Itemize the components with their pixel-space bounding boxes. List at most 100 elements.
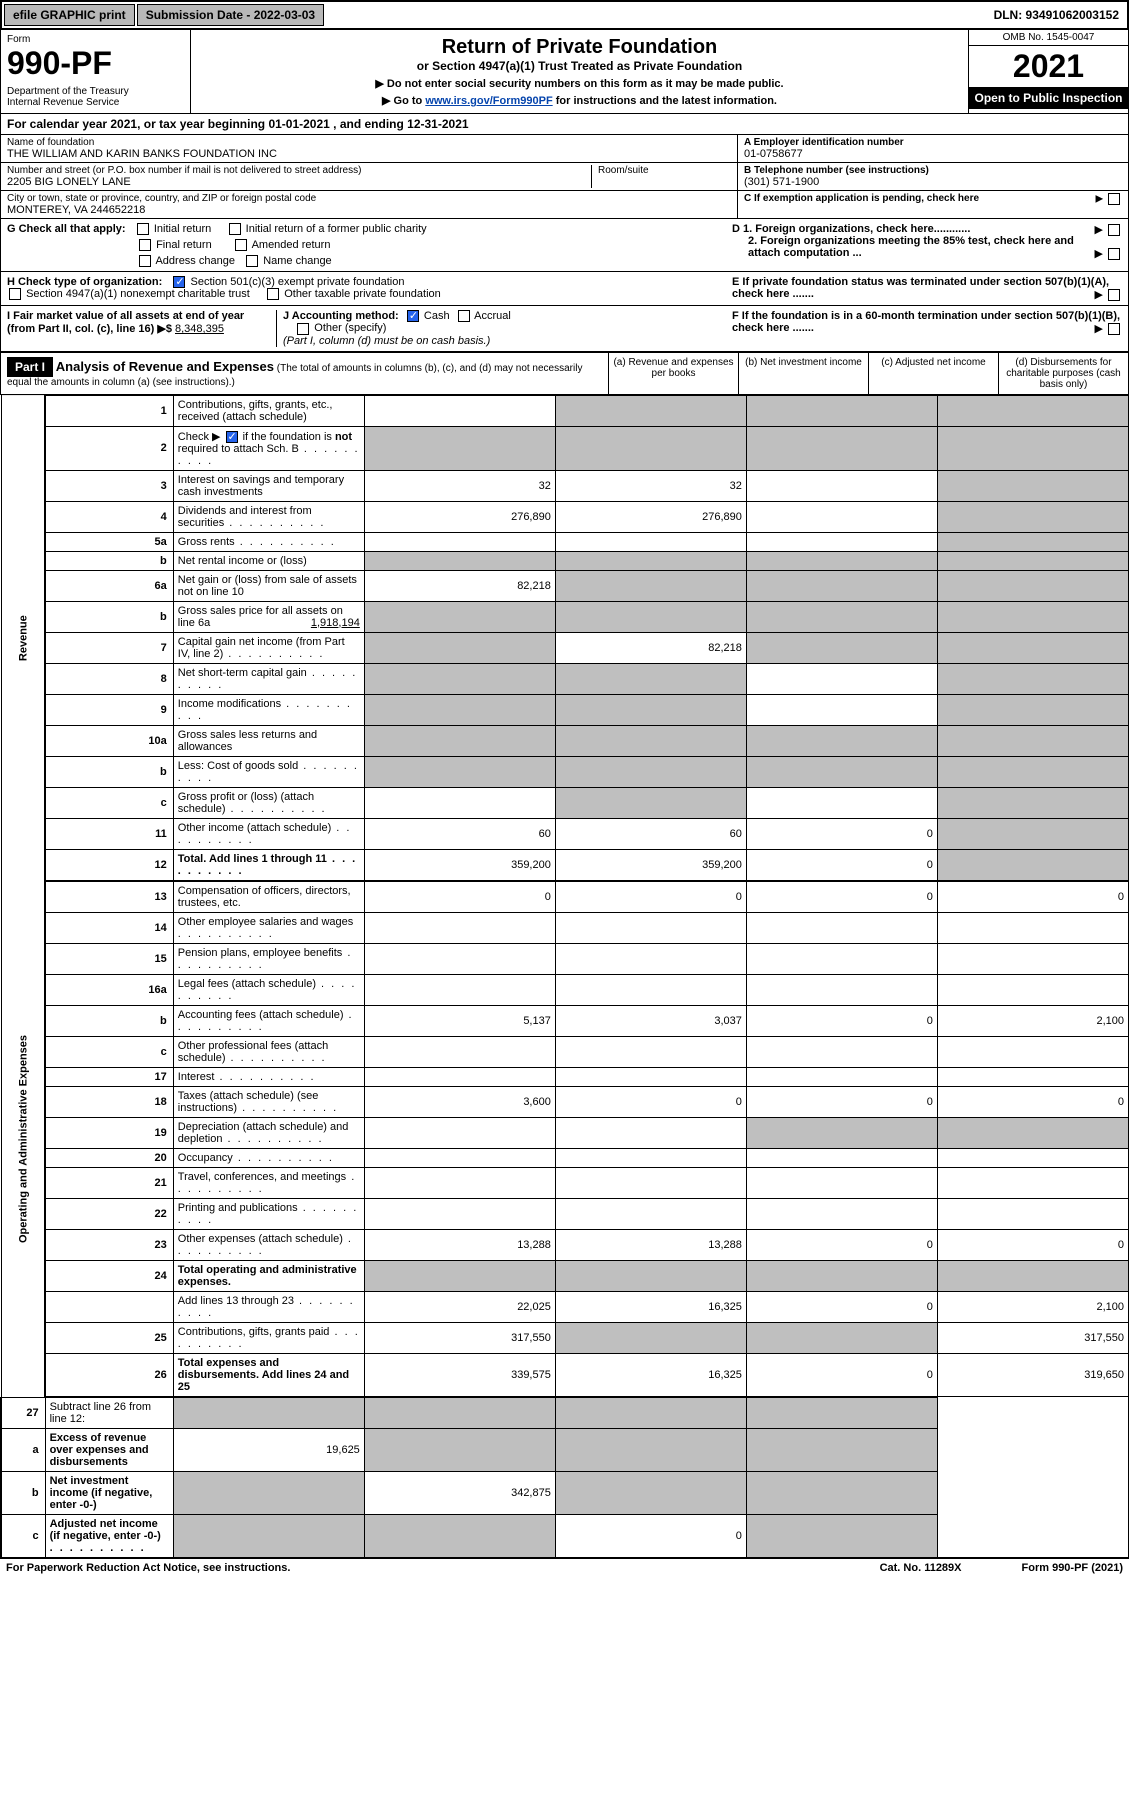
cat-no: Cat. No. 11289X — [880, 1562, 962, 1574]
tax-year: 2021 — [969, 46, 1128, 87]
table-row: 2Check ▶ if the foundation is not requir… — [1, 426, 1129, 470]
city: MONTEREY, VA 244652218 — [7, 204, 731, 216]
check-row-g: G Check all that apply: Initial return I… — [0, 219, 1129, 272]
g-label: G Check all that apply: — [7, 223, 126, 235]
table-row: bAccounting fees (attach schedule)5,1373… — [1, 1005, 1129, 1036]
part1-title: Analysis of Revenue and Expenses — [56, 359, 274, 374]
exemption-checkbox[interactable] — [1108, 193, 1120, 205]
table-row: cOther professional fees (attach schedul… — [1, 1036, 1129, 1067]
table-row: bNet rental income or (loss) — [1, 551, 1129, 570]
address-change-checkbox[interactable] — [139, 255, 151, 267]
table-row: cAdjusted net income (if negative, enter… — [1, 1514, 1129, 1557]
table-row: 9Income modifications — [1, 694, 1129, 725]
501c3-checkbox[interactable] — [173, 276, 185, 288]
info-block: Name of foundation THE WILLIAM AND KARIN… — [0, 135, 1129, 219]
check-row-ijf: I Fair market value of all assets at end… — [0, 306, 1129, 351]
table-row: bNet investment income (if negative, ent… — [1, 1471, 1129, 1514]
name-change-checkbox[interactable] — [246, 255, 258, 267]
table-row: 26Total expenses and disbursements. Add … — [1, 1353, 1129, 1396]
table-row: 8Net short-term capital gain — [1, 663, 1129, 694]
room-suite-cell: Room/suite — [591, 165, 731, 188]
table-row: 22Printing and publications — [1, 1198, 1129, 1229]
foundation-name: THE WILLIAM AND KARIN BANKS FOUNDATION I… — [7, 148, 731, 160]
header-right: OMB No. 1545-0047 2021 Open to Public In… — [968, 30, 1128, 113]
calendar-year-line: For calendar year 2021, or tax year begi… — [0, 114, 1129, 135]
table-row: cGross profit or (loss) (attach schedule… — [1, 787, 1129, 818]
efile-button[interactable]: efile GRAPHIC print — [4, 4, 135, 26]
table-row: 23Other expenses (attach schedule)13,288… — [1, 1229, 1129, 1260]
submission-date: Submission Date - 2022-03-03 — [137, 4, 324, 26]
header-note1: ▶ Do not enter social security numbers o… — [197, 77, 962, 90]
table-row: 5aGross rents — [1, 532, 1129, 551]
table-row: bGross sales price for all assets on lin… — [1, 601, 1129, 632]
table-row: 20Occupancy — [1, 1148, 1129, 1167]
form-number: 990-PF — [7, 45, 184, 82]
expenses-side-label: Operating and Administrative Expenses — [1, 881, 45, 1397]
form-label: Form — [7, 34, 184, 45]
table-row: 16aLegal fees (attach schedule) — [1, 974, 1129, 1005]
other-method-checkbox[interactable] — [297, 323, 309, 335]
d2-checkbox[interactable] — [1108, 248, 1120, 260]
e-checkbox[interactable] — [1108, 289, 1120, 301]
table-row: 17Interest — [1, 1067, 1129, 1086]
initial-former-checkbox[interactable] — [229, 223, 241, 235]
amended-return-checkbox[interactable] — [235, 239, 247, 251]
part1-header: Part I Analysis of Revenue and Expenses … — [0, 352, 1129, 395]
j-label: J Accounting method: — [283, 310, 399, 322]
open-inspection: Open to Public Inspection — [969, 87, 1128, 109]
table-row: 3Interest on savings and temporary cash … — [1, 470, 1129, 501]
table-row: 7Capital gain net income (from Part IV, … — [1, 632, 1129, 663]
h-label: H Check type of organization: — [7, 276, 162, 288]
other-taxable-checkbox[interactable] — [267, 288, 279, 300]
f-checkbox[interactable] — [1108, 323, 1120, 335]
address-cell: Number and street (or P.O. box number if… — [7, 165, 591, 188]
phone: (301) 571-1900 — [744, 176, 1122, 188]
dept-label: Department of the Treasury Internal Reve… — [7, 86, 184, 108]
schb-checkbox[interactable] — [226, 431, 238, 443]
header-note2: ▶ Go to www.irs.gov/Form990PF for instru… — [197, 94, 962, 107]
table-row: 27Subtract line 26 from line 12: — [1, 1397, 1129, 1428]
col-c-header: (c) Adjusted net income — [868, 353, 998, 394]
4947-checkbox[interactable] — [9, 288, 21, 300]
table-row: aExcess of revenue over expenses and dis… — [1, 1428, 1129, 1471]
cash-checkbox[interactable] — [407, 310, 419, 322]
irs-link[interactable]: www.irs.gov/Form990PF — [425, 95, 552, 107]
form-ref: Form 990-PF (2021) — [1022, 1562, 1123, 1574]
fmv-value: 8,348,395 — [175, 323, 224, 335]
address: 2205 BIG LONELY LANE — [7, 176, 591, 188]
page-footer: For Paperwork Reduction Act Notice, see … — [0, 1558, 1129, 1577]
table-row: Operating and Administrative Expenses 13… — [1, 881, 1129, 912]
table-row: 18Taxes (attach schedule) (see instructi… — [1, 1086, 1129, 1117]
table-row: 11Other income (attach schedule)60600 — [1, 818, 1129, 849]
table-row: 14Other employee salaries and wages — [1, 912, 1129, 943]
top-bar: efile GRAPHIC print Submission Date - 20… — [0, 0, 1129, 30]
check-row-h: H Check type of organization: Section 50… — [0, 272, 1129, 306]
form-header: Form 990-PF Department of the Treasury I… — [0, 30, 1129, 114]
table-row: 6aNet gain or (loss) from sale of assets… — [1, 570, 1129, 601]
form-subtitle: or Section 4947(a)(1) Trust Treated as P… — [197, 59, 962, 73]
final-return-checkbox[interactable] — [139, 239, 151, 251]
d1-checkbox[interactable] — [1108, 224, 1120, 236]
table-row: 4Dividends and interest from securities2… — [1, 501, 1129, 532]
part1-label: Part I — [7, 357, 53, 377]
paperwork-notice: For Paperwork Reduction Act Notice, see … — [6, 1562, 290, 1574]
form-title: Return of Private Foundation — [197, 36, 962, 59]
col-a-header: (a) Revenue and expenses per books — [608, 353, 738, 394]
table-row: 19Depreciation (attach schedule) and dep… — [1, 1117, 1129, 1148]
omb-number: OMB No. 1545-0047 — [969, 30, 1128, 46]
initial-return-checkbox[interactable] — [137, 223, 149, 235]
table-row: 12Total. Add lines 1 through 11359,20035… — [1, 849, 1129, 880]
table-row: Revenue 1Contributions, gifts, grants, e… — [1, 395, 1129, 426]
table-row: 21Travel, conferences, and meetings — [1, 1167, 1129, 1198]
col-b-header: (b) Net investment income — [738, 353, 868, 394]
ein: 01-0758677 — [744, 148, 1122, 160]
table-row: 25Contributions, gifts, grants paid317,5… — [1, 1322, 1129, 1353]
table-row: 15Pension plans, employee benefits — [1, 943, 1129, 974]
accrual-checkbox[interactable] — [458, 310, 470, 322]
table-row: bLess: Cost of goods sold — [1, 756, 1129, 787]
col-d-header: (d) Disbursements for charitable purpose… — [998, 353, 1128, 394]
foundation-name-cell: Name of foundation THE WILLIAM AND KARIN… — [1, 135, 738, 163]
table-row: 24Total operating and administrative exp… — [1, 1260, 1129, 1291]
exemption-pending-cell: C If exemption application is pending, c… — [738, 191, 1128, 206]
main-table: Revenue 1Contributions, gifts, grants, e… — [0, 395, 1129, 1558]
